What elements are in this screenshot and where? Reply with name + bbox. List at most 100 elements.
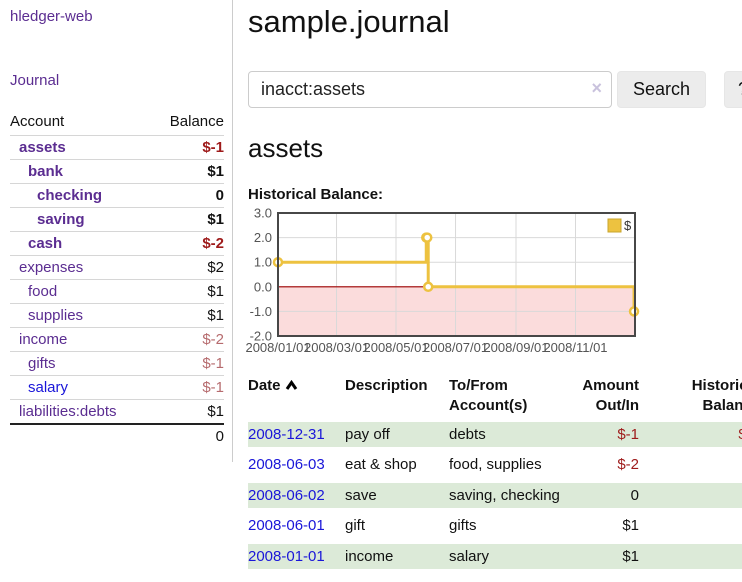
- chart-title: Historical Balance:: [248, 186, 384, 203]
- account-row: expenses $2: [10, 255, 224, 280]
- account-balance: 0: [151, 183, 224, 208]
- register-header-row: Date Description To/From Account(s) Amou…: [248, 374, 742, 422]
- page-title: sample.journal: [248, 4, 450, 39]
- accounts-total-row: 0: [10, 423, 224, 448]
- transaction-date-link[interactable]: 2008-12-31: [248, 425, 325, 443]
- register-col-date[interactable]: Date: [248, 374, 345, 422]
- svg-text:2.0: 2.0: [254, 230, 272, 245]
- account-heading: assets: [248, 133, 324, 163]
- account-balance: $-1: [151, 375, 224, 400]
- account-link-assets[interactable]: assets: [19, 139, 66, 156]
- register-col-amount: Amount Out/In: [567, 374, 641, 422]
- transaction-description: pay off: [345, 420, 449, 452]
- historical-balance-chart: $3.0 2.0 1.0 0.0 -1.0 -2.0 2008/01/01 2008/03/0…: [245, 206, 742, 364]
- accounts-col-balance: Balance: [169, 113, 224, 130]
- svg-text:2008/01/01: 2008/01/01: [245, 340, 310, 355]
- svg-text:2008/11/01: 2008/11/01: [543, 340, 607, 355]
- account-row: supplies $1: [10, 303, 224, 328]
- account-link-saving[interactable]: saving: [37, 211, 85, 228]
- search-form: × Search ?: [248, 71, 742, 108]
- account-balance: $-2: [151, 231, 224, 256]
- account-link-checking[interactable]: checking: [37, 187, 103, 204]
- transaction-balance: $-1: [641, 420, 742, 452]
- account-link-cash[interactable]: cash: [28, 235, 63, 252]
- account-row: food $1: [10, 279, 224, 304]
- transaction-amount: $-2: [567, 449, 641, 483]
- transaction-date-link[interactable]: 2008-06-02: [248, 486, 325, 504]
- transaction-accounts: food, supplies: [449, 449, 567, 483]
- main-panel: sample.journal × Search ? assets Histori…: [233, 0, 742, 574]
- account-balance: $1: [151, 279, 224, 304]
- account-row: checking 0: [10, 183, 224, 208]
- transaction-date-link[interactable]: 2008-01-01: [248, 547, 325, 565]
- account-row: salary $-1: [10, 375, 224, 400]
- account-balance: $1: [151, 207, 224, 232]
- accounts-table: Account Balance assets $-1 bank $1 check…: [10, 110, 224, 448]
- transaction-balance: 0: [641, 449, 742, 483]
- register-col-balance: Historical Balance: [641, 374, 742, 422]
- account-link-liabilities-debts[interactable]: liabilities:debts: [19, 403, 117, 420]
- register-col-accounts: To/From Account(s): [449, 374, 567, 422]
- svg-text:1.0: 1.0: [254, 255, 272, 270]
- account-balance: $-2: [151, 327, 224, 352]
- account-row: liabilities:debts $1: [10, 399, 224, 424]
- transaction-description: income: [345, 541, 449, 574]
- svg-text:2008/03/01: 2008/03/01: [304, 340, 369, 355]
- transaction-balance: $2: [641, 510, 742, 544]
- transaction-accounts: gifts: [449, 510, 567, 544]
- register-row: 2008-01-01 income salary $1 $1: [248, 541, 742, 574]
- account-link-gifts[interactable]: gifts: [28, 355, 56, 372]
- transaction-accounts: saving, checking: [449, 480, 567, 513]
- transaction-date-link[interactable]: 2008-06-03: [248, 456, 325, 473]
- transaction-amount: $1: [567, 541, 641, 574]
- transaction-balance: $1: [641, 541, 742, 574]
- register-row: 2008-06-02 save saving, checking 0 $2: [248, 480, 742, 513]
- search-input[interactable]: [248, 71, 612, 108]
- sort-asc-icon: [285, 377, 298, 397]
- transaction-description: save: [345, 480, 449, 513]
- account-balance: $1: [151, 159, 224, 184]
- svg-text:3.0: 3.0: [254, 206, 272, 221]
- transaction-description: eat & shop: [345, 449, 449, 483]
- clear-search-icon[interactable]: ×: [591, 78, 602, 98]
- register-row: 2008-06-01 gift gifts $1 $2: [248, 510, 742, 544]
- account-link-bank[interactable]: bank: [28, 163, 64, 180]
- account-balance: $1: [151, 399, 224, 424]
- account-link-salary[interactable]: salary: [28, 379, 69, 396]
- account-link-supplies[interactable]: supplies: [28, 307, 84, 324]
- transaction-amount: 0: [567, 480, 641, 513]
- account-link-income[interactable]: income: [19, 331, 68, 348]
- account-link-food[interactable]: food: [28, 283, 58, 300]
- account-row: cash $-2: [10, 231, 224, 256]
- help-button[interactable]: ?: [724, 71, 742, 108]
- sidebar: hledger-web Journal Account Balance asse…: [0, 0, 233, 462]
- svg-text:-1.0: -1.0: [250, 304, 272, 319]
- account-link-expenses[interactable]: expenses: [19, 259, 84, 276]
- svg-text:$: $: [624, 218, 632, 233]
- register-row: 2008-06-03 eat & shop food, supplies $-2…: [248, 449, 742, 483]
- account-row: income $-2: [10, 327, 224, 352]
- register-table: Date Description To/From Account(s) Amou…: [248, 374, 742, 574]
- account-balance: $-1: [151, 135, 224, 160]
- svg-text:2008/07/01: 2008/07/01: [423, 340, 488, 355]
- register-col-description: Description: [345, 374, 449, 422]
- register-row: 2008-12-31 pay off debts $-1 $-1: [248, 420, 742, 452]
- transaction-amount: $-1: [567, 420, 641, 452]
- transaction-accounts: debts: [449, 420, 567, 452]
- search-button[interactable]: Search: [617, 71, 707, 108]
- account-balance: $-1: [151, 351, 224, 376]
- svg-text:2008/05/01: 2008/05/01: [363, 340, 428, 355]
- account-balance: $2: [151, 255, 224, 280]
- svg-text:2008/09/01: 2008/09/01: [483, 340, 548, 355]
- account-row: gifts $-1: [10, 351, 224, 376]
- svg-text:-2.0: -2.0: [250, 329, 272, 344]
- account-row: assets $-1: [10, 135, 224, 160]
- app-title-link[interactable]: hledger-web: [10, 8, 93, 25]
- transaction-accounts: salary: [449, 541, 567, 574]
- svg-text:0.0: 0.0: [254, 279, 272, 294]
- transaction-description: gift: [345, 510, 449, 544]
- transaction-date-link[interactable]: 2008-06-01: [248, 517, 325, 534]
- sidebar-item-journal[interactable]: Journal: [10, 72, 60, 89]
- transaction-amount: $1: [567, 510, 641, 544]
